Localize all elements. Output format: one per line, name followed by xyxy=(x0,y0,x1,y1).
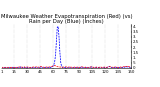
Title: Milwaukee Weather Evapotranspiration (Red) (vs) Rain per Day (Blue) (Inches): Milwaukee Weather Evapotranspiration (Re… xyxy=(1,14,132,24)
